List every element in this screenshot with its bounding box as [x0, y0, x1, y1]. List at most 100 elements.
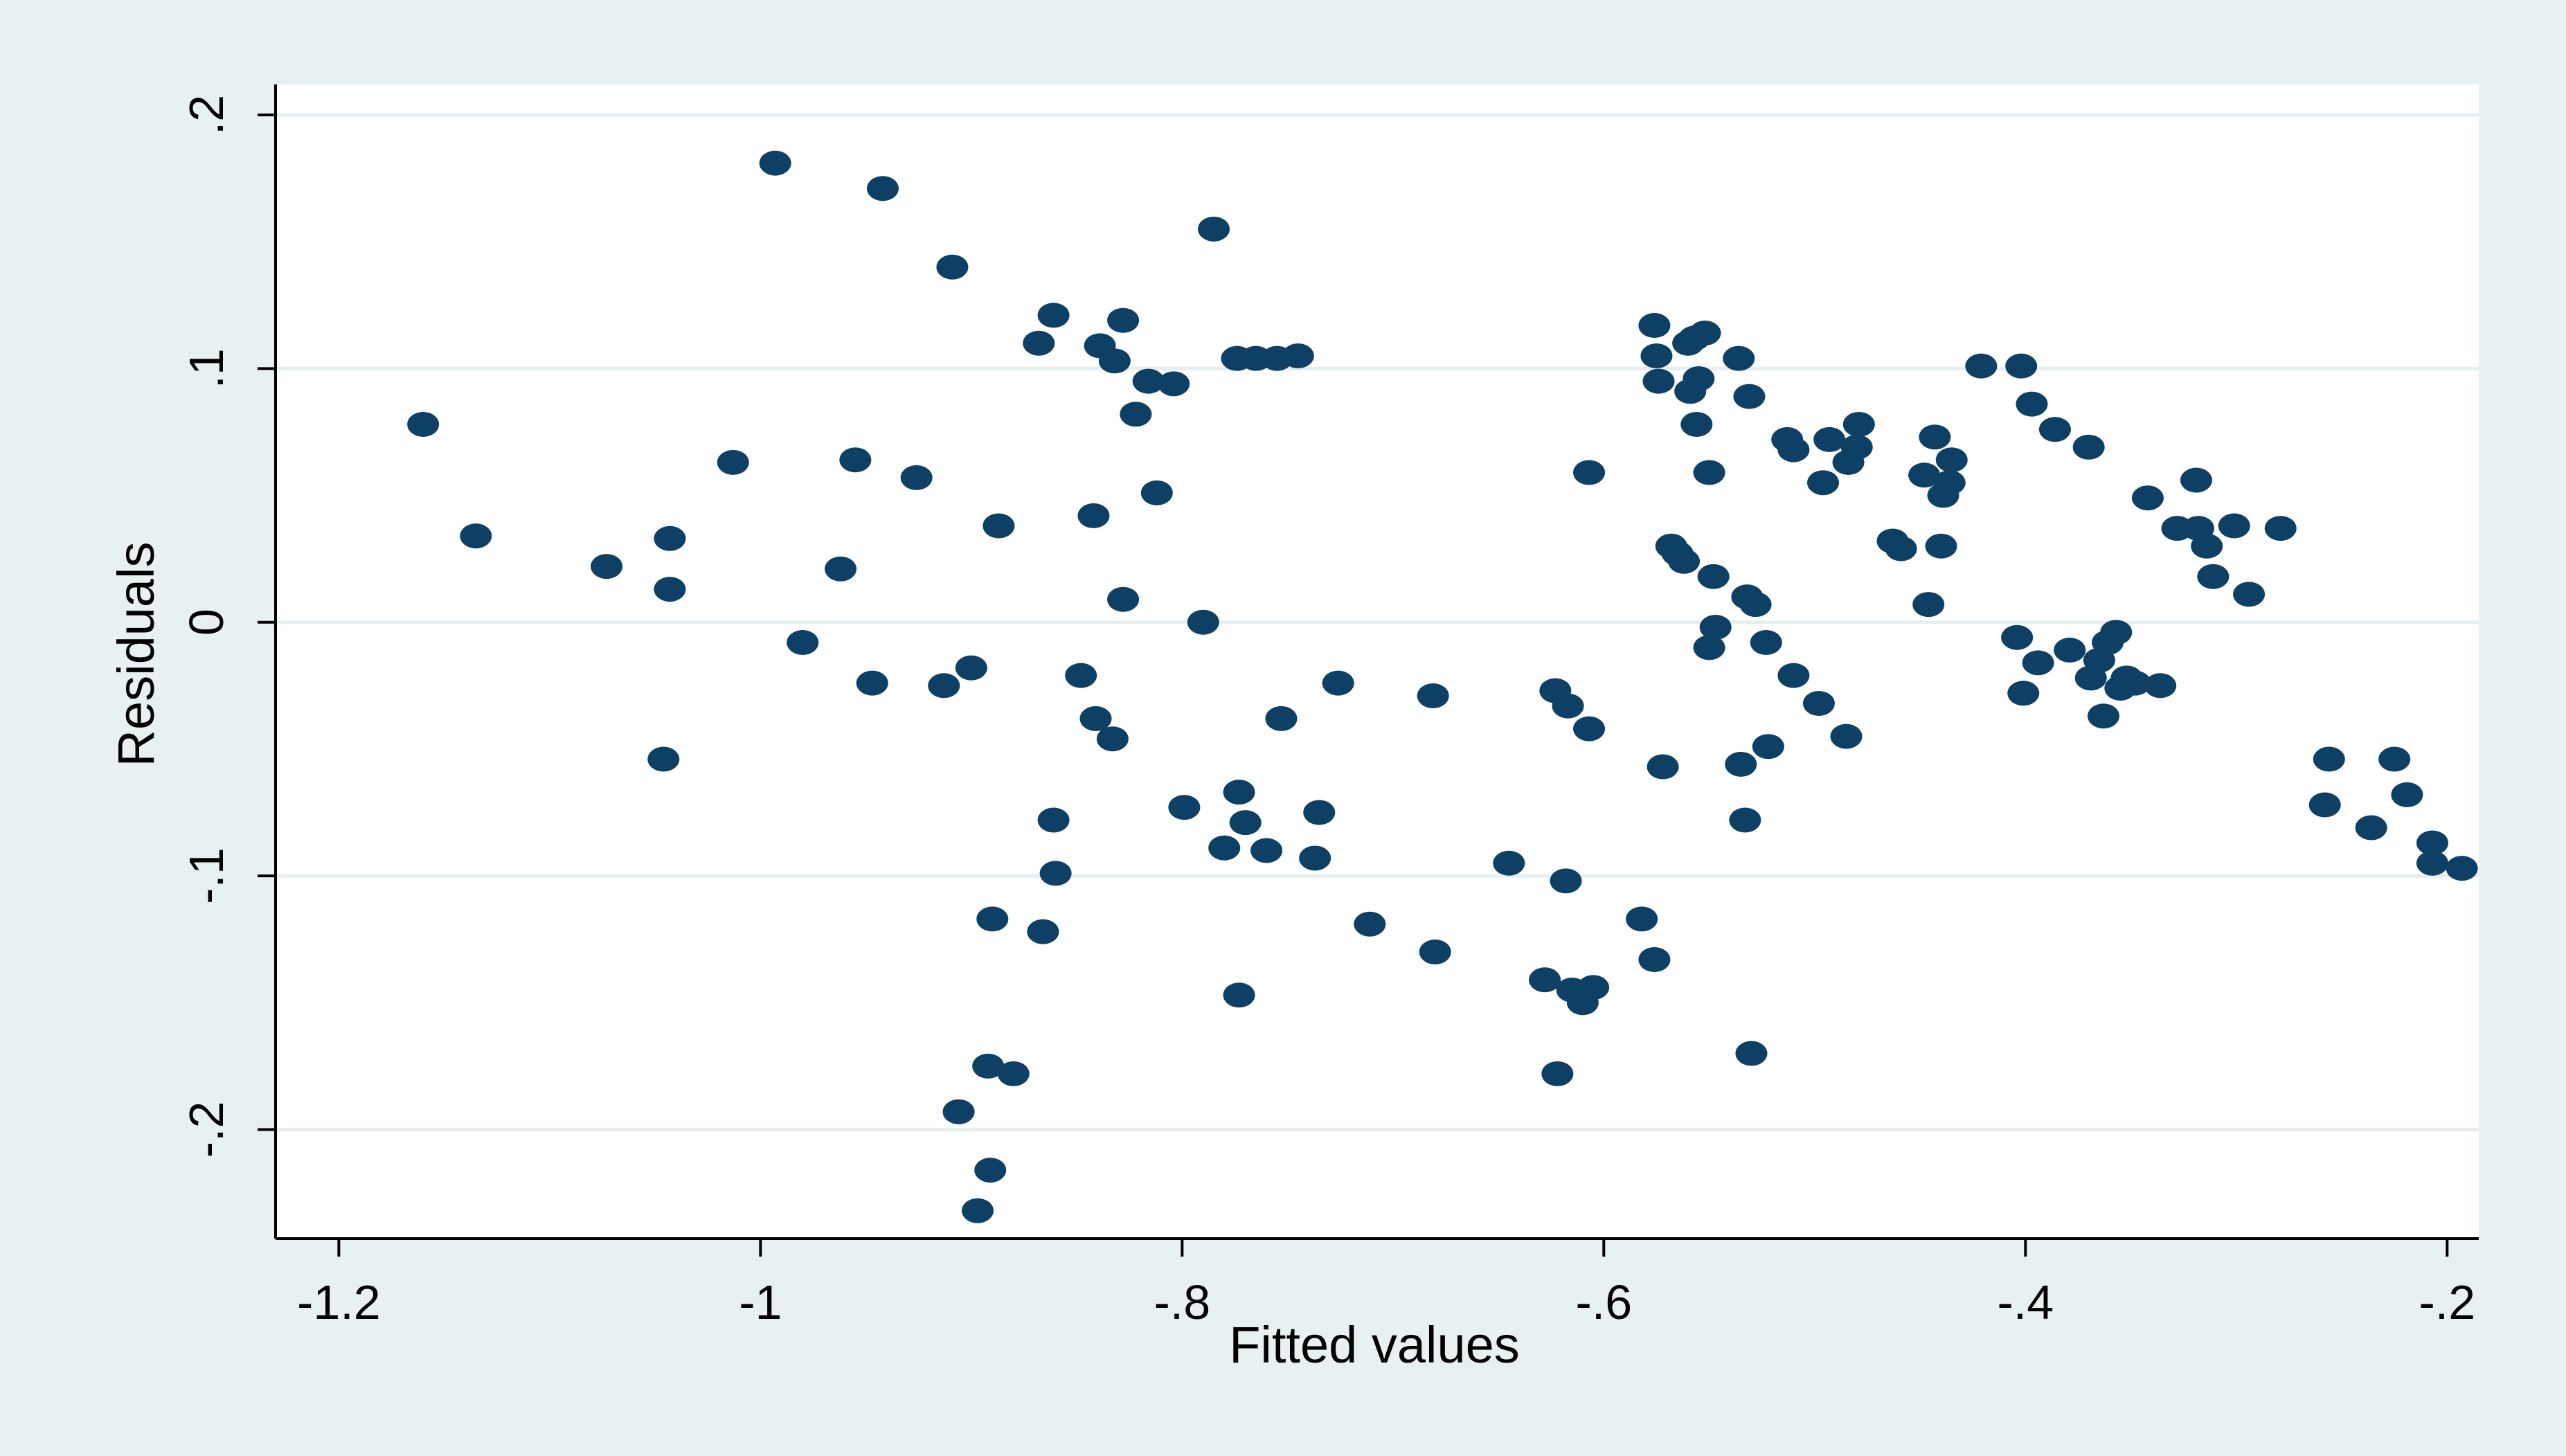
- scatter-point: [1739, 592, 1772, 618]
- scatter-point: [2054, 638, 2086, 663]
- scatter-point: [1933, 470, 1966, 496]
- scatter-point: [1550, 868, 1582, 894]
- scatter-point: [1098, 348, 1131, 374]
- scatter-point: [2119, 670, 2151, 696]
- scatter-point: [856, 670, 888, 696]
- scatter-point: [2378, 746, 2411, 772]
- scatter-point: [1729, 807, 1761, 833]
- scatter-point: [1168, 795, 1201, 820]
- scatter-point: [1626, 906, 1658, 932]
- scatter-point: [1693, 460, 1725, 485]
- scatter-point: [1908, 462, 1941, 488]
- scatter-point: [654, 525, 686, 551]
- scatter-point: [759, 150, 791, 176]
- scatter-point: [2100, 620, 2133, 645]
- scatter-point: [1638, 946, 1671, 972]
- scatter-point: [1322, 670, 1354, 696]
- scatter-point: [976, 906, 1009, 932]
- y-tick-label: -.2: [179, 1102, 233, 1158]
- scatter-point: [1282, 343, 1314, 369]
- scatter-point: [1208, 835, 1241, 861]
- scatter-point: [1354, 911, 1386, 937]
- scatter-point: [2007, 681, 2040, 706]
- scatter-point: [983, 513, 1015, 539]
- scatter-point: [1065, 663, 1097, 688]
- scatter-point: [1229, 810, 1262, 836]
- y-axis-ticks: -.2 -.1 0 .1 .2: [179, 95, 276, 1158]
- scatter-point: [2016, 391, 2048, 417]
- scatter-point: [825, 556, 857, 582]
- scatter-point: [2001, 624, 2034, 650]
- scatter-point: [1573, 460, 1606, 485]
- scatter-point: [866, 176, 899, 201]
- scatter-point: [1777, 437, 1810, 462]
- y-tick-label: .2: [179, 95, 233, 135]
- x-tick-label: -.4: [1997, 1275, 2054, 1329]
- y-tick-label: .1: [179, 348, 233, 388]
- scatter-point: [961, 1198, 994, 1223]
- scatter-point: [1223, 982, 1255, 1008]
- scatter-point: [1265, 705, 1298, 731]
- scatter-point: [2233, 582, 2266, 607]
- y-tick-label: -.1: [179, 847, 233, 904]
- scatter-point: [1037, 303, 1070, 328]
- scatter-point: [928, 673, 960, 699]
- scatter-point: [1802, 690, 1835, 716]
- scatter-point: [2005, 353, 2038, 379]
- scatter-point: [2144, 673, 2177, 699]
- scatter-point: [1552, 693, 1584, 719]
- scatter-point: [2038, 417, 2071, 442]
- scatter-point: [1642, 368, 1675, 394]
- scatter-point: [955, 655, 987, 681]
- scatter-point: [1419, 939, 1451, 964]
- scatter-point: [1925, 533, 1957, 559]
- scatter-point: [2416, 830, 2449, 856]
- scatter-point: [1680, 411, 1713, 437]
- scatter-point: [1223, 780, 1255, 805]
- scatter-point: [972, 1053, 1005, 1079]
- scatter-point: [1493, 850, 1525, 876]
- scatter-point: [1140, 480, 1173, 505]
- x-axis-ticks: -1.2 -1 -.8 -.6 -.4 -.2: [297, 1239, 2475, 1329]
- scatter-point: [1577, 975, 1610, 1000]
- scatter-point: [942, 1099, 975, 1124]
- scatter-point: [1023, 330, 1055, 356]
- scatter-point: [936, 254, 969, 280]
- scatter-point: [1842, 411, 1875, 437]
- scatter-point: [1683, 366, 1715, 391]
- scatter-point: [839, 447, 872, 473]
- scatter-point: [1037, 807, 1070, 833]
- x-tick-label: -.6: [1575, 1275, 1632, 1329]
- scatter-point: [1733, 384, 1766, 409]
- scatter-point: [997, 1061, 1030, 1086]
- scatter-point: [2087, 703, 2119, 729]
- scatter-point: [1935, 447, 1968, 473]
- scatter-point: [1777, 663, 1810, 688]
- scatter-point: [2191, 533, 2223, 559]
- scatter-point: [974, 1158, 1007, 1183]
- scatter-point: [1689, 321, 1721, 346]
- scatter-point: [1723, 345, 1755, 371]
- scatter-point: [2355, 815, 2387, 841]
- scatter-point: [1807, 470, 1840, 496]
- scatter-point: [2264, 516, 2297, 541]
- scatter-point: [1250, 838, 1283, 863]
- scatter-point: [2197, 564, 2229, 589]
- scatter-point: [2446, 856, 2478, 881]
- scatter-point: [1107, 586, 1140, 612]
- scatter-point: [1640, 343, 1673, 369]
- scatter-point: [1529, 967, 1561, 993]
- scatter-point: [1750, 630, 1782, 656]
- scatter-point: [1096, 726, 1129, 752]
- scatter-point: [1699, 615, 1732, 640]
- scatter-point: [1693, 635, 1725, 660]
- scatter-point: [1303, 800, 1336, 825]
- scatter-point: [1107, 307, 1140, 333]
- y-tick-label: 0: [179, 609, 233, 636]
- scatter-point: [1912, 592, 1945, 618]
- scatter-point: [1079, 705, 1112, 731]
- scatter-point: [1158, 371, 1190, 397]
- scatter-point: [2218, 513, 2250, 539]
- scatter-point: [647, 746, 680, 772]
